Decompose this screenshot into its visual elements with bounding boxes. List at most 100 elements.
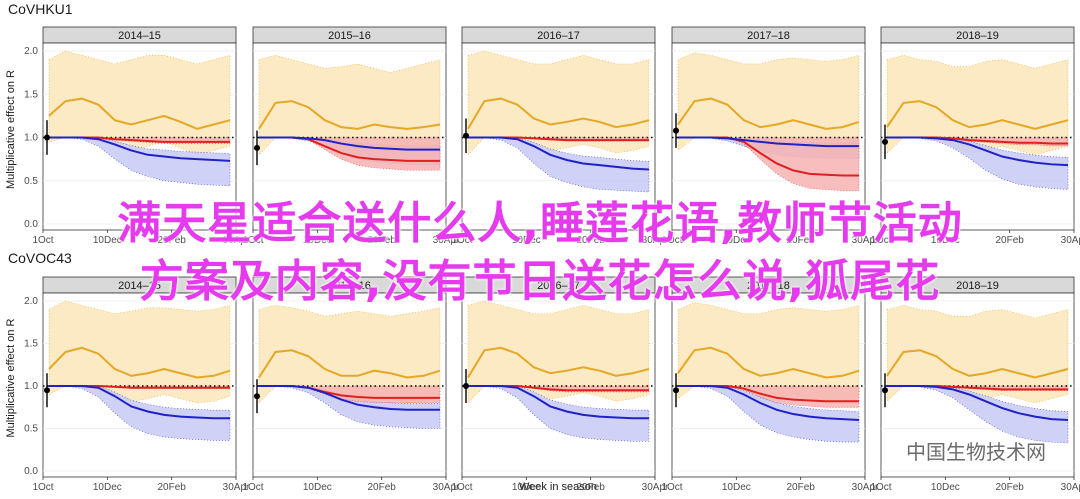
y-tick-label: 0.5 — [24, 424, 38, 435]
watermark: 中国生物技术网 — [906, 440, 1046, 464]
x-tick-label: 20Feb — [367, 482, 396, 493]
x-tick-label: 30Apr — [223, 235, 250, 246]
red-ci-band — [259, 137, 441, 171]
x-tick-label: 30Apr — [852, 482, 879, 493]
yellow-ci-band — [48, 50, 231, 156]
x-tick-label: 10Dec — [303, 482, 332, 493]
x-tick-label: 10Dec — [722, 482, 751, 493]
x-tick-label: 20Feb — [157, 235, 186, 246]
x-tick-label: 10Dec — [93, 235, 122, 246]
x-tick-label: 30Apr — [642, 482, 669, 493]
yellow-ci-band — [258, 55, 441, 156]
x-tick-label: 1Oct — [661, 235, 682, 246]
x-tick-label: 1Oct — [32, 235, 53, 246]
x-tick-label: 1Oct — [661, 482, 682, 493]
yellow-ci-band — [467, 300, 650, 404]
blue-mean-line — [468, 385, 649, 420]
yellow-mean-line — [677, 97, 860, 130]
x-tick-label: 30Apr — [852, 235, 879, 246]
facet-panel: 2016–17 1Oct 10Dec 20Feb 30Apr — [451, 276, 669, 493]
x-tick-label: 1Oct — [451, 235, 472, 246]
overlay-headline-line-2: 方案及内容,没有节日送花怎么说,狐尾花 — [139, 256, 941, 307]
yellow-ci-band — [467, 50, 650, 156]
facet-strip-label: 2017–18 — [747, 30, 790, 42]
x-tick-label: 1Oct — [870, 482, 891, 493]
blue-mean-line — [678, 136, 859, 148]
blue-mean-line — [259, 385, 440, 411]
facet-strip-label: 2016–17 — [537, 30, 580, 42]
x-tick-label: 20Feb — [995, 235, 1024, 246]
facet-panel: 2016–17 1Oct 10Dec 20Feb 30Apr — [451, 26, 669, 246]
y-tick-label: 1.0 — [24, 133, 38, 144]
facet-panel: 2014–15 1Oct 10Dec 20Feb 30Apr — [32, 276, 250, 493]
y-tick-label: 0.0 — [24, 219, 38, 230]
yellow-mean-line — [467, 97, 650, 130]
x-tick-label: 30Apr — [1061, 482, 1080, 493]
x-tick-label: 1Oct — [242, 482, 263, 493]
yellow-mean-line — [677, 346, 860, 379]
x-tick-label: 10Dec — [303, 235, 332, 246]
yellow-mean-line — [886, 349, 1069, 379]
blue-ci-band — [678, 385, 860, 443]
y-tick-label: 1.5 — [24, 339, 38, 350]
group-title: CoVOC43 — [8, 250, 72, 266]
yellow-ci-band — [677, 52, 860, 156]
x-tick-label: 20Feb — [995, 482, 1024, 493]
x-tick-label: 10Dec — [512, 482, 541, 493]
x-axis-title: Week in season — [519, 481, 597, 493]
x-tick-label: 30Apr — [223, 482, 250, 493]
x-tick-label: 20Feb — [157, 482, 186, 493]
facet-strip-label: 2016–17 — [537, 280, 580, 292]
facet-panel: 2014–15 1Oct 10Dec 20Feb 30Apr — [32, 26, 250, 246]
point-estimate — [254, 144, 260, 151]
facet-panel: 2017–18 1Oct 10Dec 20Feb 30Apr — [661, 26, 879, 246]
y-axis-title: Multiplicative effect on R — [5, 318, 17, 437]
blue-ci-band — [49, 137, 231, 187]
blue-mean-line — [49, 136, 231, 162]
point-estimate — [463, 383, 469, 389]
point-estimate — [463, 132, 469, 139]
yellow-mean-line — [258, 349, 441, 379]
facet-strip-label: 2014–15 — [118, 280, 161, 292]
x-tick-label: 20Feb — [786, 482, 815, 493]
blue-ci-band — [49, 385, 231, 441]
x-tick-label: 30Apr — [433, 235, 460, 246]
blue-mean-line — [887, 136, 1069, 167]
yellow-mean-line — [467, 346, 650, 379]
x-tick-label: 10Dec — [512, 235, 541, 246]
facet-panel: 2018–19 1Oct 10Dec 20Feb 30Apr — [870, 276, 1080, 493]
x-tick-label: 1Oct — [870, 235, 891, 246]
blue-mean-line — [678, 385, 860, 421]
x-tick-label: 1Oct — [451, 482, 472, 493]
yellow-mean-line — [886, 100, 1069, 130]
x-tick-label: 20Feb — [367, 235, 396, 246]
y-axis-title: Multiplicative effect on R — [5, 70, 17, 189]
point-estimate — [673, 127, 679, 134]
yellow-ci-band — [886, 55, 1069, 156]
facet-panel: 2015–16 1Oct 10Dec 20Feb 30Apr — [242, 26, 460, 246]
blue-mean-line — [49, 385, 230, 420]
x-tick-label: 10Dec — [722, 235, 751, 246]
point-estimate — [254, 393, 260, 400]
x-tick-label: 1Oct — [242, 235, 263, 246]
red-ci-band — [678, 137, 860, 192]
point-estimate — [44, 387, 50, 394]
y-tick-label: 1.0 — [24, 381, 38, 392]
x-tick-label: 30Apr — [1061, 235, 1080, 246]
facet-panel: 2018–19 1Oct 10Dec 20Feb 30Apr — [870, 26, 1080, 246]
y-tick-label: 0.5 — [24, 176, 38, 187]
facet-panel: 2017–18 1Oct 10Dec 20Feb 30Apr — [661, 276, 879, 493]
blue-ci-band — [468, 385, 650, 442]
facet-strip-label: 2015–16 — [328, 280, 371, 292]
blue-ci-band — [468, 137, 650, 193]
yellow-mean-line — [258, 100, 441, 130]
overlay-headline-line-1: 满天星适合送什么人,睡莲花语,教师节活动 — [117, 198, 963, 249]
y-tick-label: 2.0 — [24, 296, 38, 307]
x-tick-label: 10Dec — [93, 482, 122, 493]
blue-mean-line — [259, 136, 440, 151]
point-estimate — [44, 134, 50, 141]
y-tick-label: 1.5 — [24, 89, 38, 100]
y-tick-label: 2.0 — [24, 46, 38, 57]
facet-strip-label: 2014–15 — [118, 30, 161, 42]
blue-mean-line — [887, 385, 1069, 421]
